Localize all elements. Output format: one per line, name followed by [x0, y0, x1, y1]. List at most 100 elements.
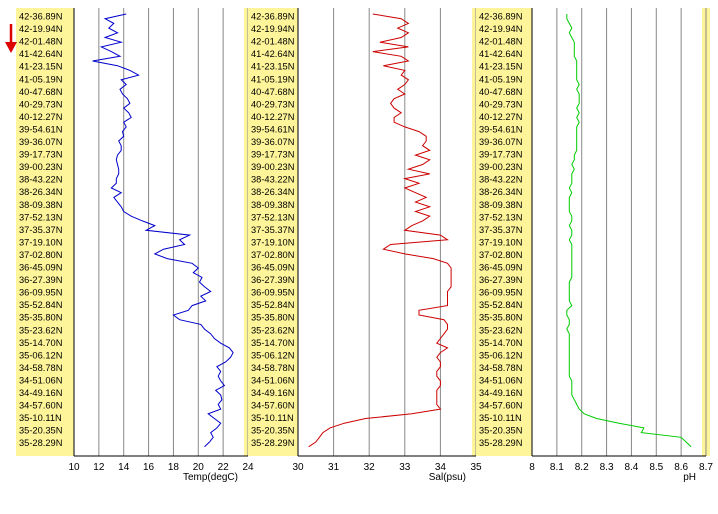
latitude-label: 34-49.16N — [251, 388, 294, 398]
latitude-label: 36-09.95N — [251, 288, 294, 298]
sal-series-line — [308, 13, 452, 448]
latitude-label: 37-02.80N — [251, 250, 294, 260]
latitude-label: 35-35.80N — [479, 313, 522, 323]
x-tick-label: 8.6 — [674, 462, 688, 473]
latitude-label: 38-26.34N — [479, 187, 522, 197]
latitude-label: 41-05.19N — [479, 74, 522, 84]
latitude-label: 40-47.68N — [479, 87, 522, 97]
x-tick-label: 20 — [193, 462, 205, 473]
latitude-label: 35-14.70N — [19, 338, 62, 348]
latitude-label: 34-51.06N — [251, 375, 294, 385]
latitude-label: 42-36.89N — [479, 12, 522, 22]
latitude-label: 34-57.60N — [251, 401, 294, 411]
latitude-label: 35-52.84N — [251, 300, 294, 310]
latitude-label: 38-43.22N — [19, 175, 62, 185]
latitude-label: 35-28.29N — [251, 438, 294, 448]
label-band — [476, 8, 532, 456]
x-tick-label: 22 — [218, 462, 230, 473]
latitude-label: 35-28.29N — [479, 438, 522, 448]
latitude-label: 40-29.73N — [479, 99, 522, 109]
latitude-label: 38-09.38N — [479, 200, 522, 210]
latitude-label: 34-58.78N — [19, 363, 62, 373]
latitude-label: 39-54.61N — [19, 124, 62, 134]
latitude-label: 41-05.19N — [19, 74, 62, 84]
latitude-label: 34-57.60N — [479, 401, 522, 411]
x-tick-label: 8.7 — [699, 462, 713, 473]
latitude-label: 38-09.38N — [19, 200, 62, 210]
latitude-label: 42-19.94N — [251, 24, 294, 34]
x-tick-label: 32 — [364, 462, 376, 473]
latitude-label: 41-42.64N — [251, 49, 294, 59]
latitude-label: 42-01.48N — [19, 37, 62, 47]
latitude-label: 38-43.22N — [479, 175, 522, 185]
x-tick-label: 8 — [529, 462, 535, 473]
latitude-label: 39-00.23N — [19, 162, 62, 172]
latitude-label: 36-09.95N — [19, 288, 62, 298]
latitude-label: 34-58.78N — [251, 363, 294, 373]
latitude-label: 36-27.39N — [479, 275, 522, 285]
latitude-label: 40-12.27N — [251, 112, 294, 122]
latitude-label: 37-52.13N — [479, 212, 522, 222]
x-tick-label: 34 — [435, 462, 447, 473]
latitude-label: 37-35.37N — [251, 225, 294, 235]
latitude-label: 40-12.27N — [479, 112, 522, 122]
temp-panel: 42-36.89N 42-19.94N 42-01.48N 41-42.64N 41-2… — [16, 8, 254, 483]
latitude-label: 34-51.06N — [19, 375, 62, 385]
latitude-label: 39-00.23N — [479, 162, 522, 172]
x-tick-label: 8.5 — [649, 462, 663, 473]
latitude-label: 38-26.34N — [19, 187, 62, 197]
latitude-label: 36-27.39N — [251, 275, 294, 285]
latitude-label: 36-45.09N — [479, 263, 522, 273]
latitude-label: 34-49.16N — [479, 388, 522, 398]
latitude-label: 40-12.27N — [19, 112, 62, 122]
latitude-label: 36-27.39N — [19, 275, 62, 285]
latitude-label: 36-45.09N — [19, 263, 62, 273]
latitude-label: 34-51.06N — [479, 375, 522, 385]
latitude-label: 38-43.22N — [251, 175, 294, 185]
x-axis-label: Temp(degC) — [183, 472, 238, 483]
x-tick-label: 8.1 — [550, 462, 564, 473]
x-tick-label: 33 — [399, 462, 411, 473]
latitude-label: 42-01.48N — [251, 37, 294, 47]
latitude-label: 35-35.80N — [251, 313, 294, 323]
latitude-label: 42-19.94N — [479, 24, 522, 34]
latitude-label: 36-45.09N — [251, 263, 294, 273]
x-tick-label: 18 — [168, 462, 180, 473]
x-tick-label: 8.3 — [600, 462, 614, 473]
latitude-label: 35-28.29N — [19, 438, 62, 448]
latitude-label: 35-14.70N — [251, 338, 294, 348]
ph-series-line — [566, 14, 692, 448]
x-tick-label: 12 — [93, 462, 105, 473]
latitude-label: 37-19.10N — [19, 237, 62, 247]
latitude-label: 41-42.64N — [19, 49, 62, 59]
latitude-label: 37-02.80N — [19, 250, 62, 260]
x-tick-label: 14 — [118, 462, 130, 473]
x-tick-label: 24 — [242, 462, 254, 473]
latitude-label: 37-19.10N — [479, 237, 522, 247]
x-tick-label: 8.4 — [624, 462, 638, 473]
latitude-label: 42-36.89N — [19, 12, 62, 22]
latitude-label: 35-35.80N — [19, 313, 62, 323]
ph-panel: 42-36.89N 42-19.94N 42-01.48N 41-42.64N 41-2… — [476, 8, 713, 483]
latitude-label: 37-19.10N — [251, 237, 294, 247]
latitude-label: 35-23.62N — [19, 325, 62, 335]
latitude-label: 35-23.62N — [479, 325, 522, 335]
label-band — [16, 8, 74, 456]
latitude-label: 37-52.13N — [19, 212, 62, 222]
latitude-label: 35-20.35N — [251, 426, 294, 436]
latitude-label: 37-02.80N — [479, 250, 522, 260]
latitude-label: 40-29.73N — [251, 99, 294, 109]
latitude-label: 37-35.37N — [479, 225, 522, 235]
x-axis-label: pH — [683, 472, 696, 483]
latitude-label: 42-01.48N — [479, 37, 522, 47]
latitude-label: 35-10.11N — [251, 413, 294, 423]
latitude-label: 35-52.84N — [479, 300, 522, 310]
temp-series-line — [92, 13, 234, 448]
latitude-label: 35-10.11N — [479, 413, 522, 423]
x-tick-label: 31 — [328, 462, 340, 473]
latitude-label: 41-05.19N — [251, 74, 294, 84]
latitude-label: 40-29.73N — [19, 99, 62, 109]
latitude-label: 34-57.60N — [19, 401, 62, 411]
latitude-label: 37-35.37N — [19, 225, 62, 235]
